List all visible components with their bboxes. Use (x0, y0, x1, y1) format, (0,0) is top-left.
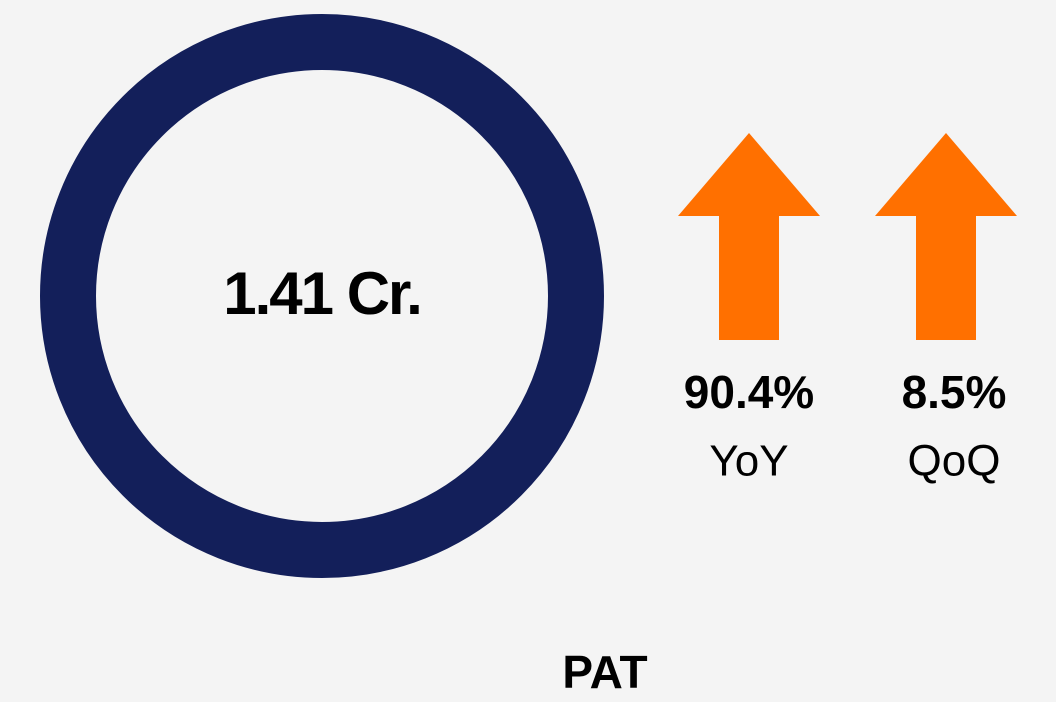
change-value: 8.5% (902, 366, 1007, 418)
kpi-label: PAT (562, 646, 647, 698)
up-arrow (875, 133, 1017, 340)
change-value: 90.4% (684, 366, 814, 418)
kpi-value: 1.41 Cr. (223, 260, 421, 327)
up-arrow (678, 133, 820, 340)
change-period: QoQ (908, 437, 1001, 486)
change-period: YoY (709, 437, 788, 486)
ring (40, 14, 604, 578)
